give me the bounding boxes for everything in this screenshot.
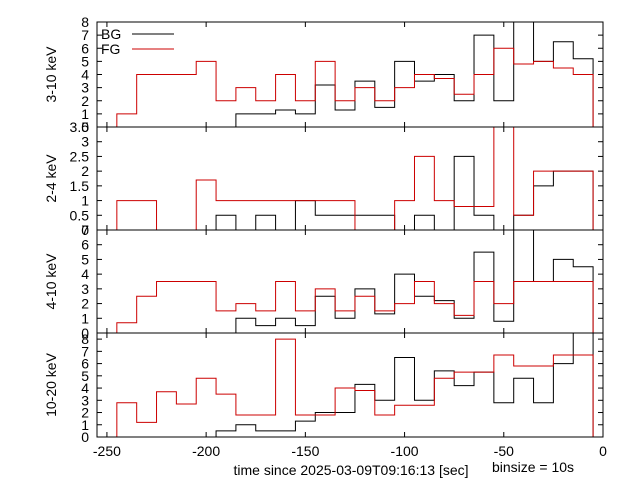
y-axis-label: 4-10 keV <box>43 253 59 310</box>
y-tick-label: 3 <box>81 134 89 150</box>
y-tick-label: 2 <box>81 296 89 312</box>
y-tick-label: 7 <box>81 222 89 238</box>
series-line-bg <box>116 332 594 438</box>
y-tick-label: 6 <box>81 356 89 372</box>
x-tick-label: -50 <box>494 443 514 459</box>
y-axis-label: 3-10 keV <box>43 46 59 103</box>
series-line-fg <box>116 126 594 231</box>
y-tick-label: 6 <box>81 40 89 56</box>
panel-2: 00.511.522.533.52-4 keV <box>43 119 604 238</box>
y-tick-label: 1 <box>81 417 89 433</box>
y-tick-label: 4 <box>81 266 89 282</box>
y-tick-label: 3 <box>81 392 89 408</box>
y-tick-label: 6 <box>81 237 89 253</box>
x-tick-label: 0 <box>599 443 607 459</box>
panel-frame <box>96 332 604 438</box>
y-tick-label: 2 <box>81 93 89 109</box>
y-tick-label: 0.5 <box>70 207 90 223</box>
x-tick-label: -200 <box>192 443 220 459</box>
y-tick-label: 1 <box>81 193 89 209</box>
y-tick-label: 2.5 <box>70 148 90 164</box>
series-line-fg <box>116 281 594 333</box>
x-tick-label: -250 <box>93 443 121 459</box>
series-line-fg <box>116 338 594 437</box>
y-tick-label: 4 <box>81 380 89 396</box>
y-axis-label: 10-20 keV <box>43 352 59 416</box>
y-tick-label: 3 <box>81 281 89 297</box>
panel-frame <box>96 126 604 231</box>
y-tick-label: 0 <box>81 222 89 238</box>
y-tick-label: 8 <box>81 14 89 30</box>
y-tick-label: 5 <box>81 53 89 69</box>
y-tick-label: 7 <box>81 27 89 43</box>
x-axis-label: time since 2025-03-09T09:16:13 [sec] <box>233 462 468 478</box>
y-axis-label: 2-4 keV <box>43 154 59 203</box>
series-line-fg <box>116 47 594 127</box>
x-tick-label: -150 <box>291 443 319 459</box>
y-tick-label: 0 <box>81 325 89 341</box>
y-tick-label: 5 <box>81 368 89 384</box>
y-tick-label: 1.5 <box>70 178 90 194</box>
y-tick-label: 1 <box>81 106 89 122</box>
legend-label: BG <box>101 26 121 42</box>
y-tick-label: 5 <box>81 251 89 267</box>
y-tick-label: 8 <box>81 331 89 347</box>
y-tick-label: 3 <box>81 80 89 96</box>
x-tick-label: -100 <box>391 443 419 459</box>
y-tick-label: 0 <box>81 429 89 445</box>
y-tick-label: 1 <box>81 310 89 326</box>
y-tick-label: 2 <box>81 405 89 421</box>
y-tick-label: 2 <box>81 163 89 179</box>
binsize-annotation: binsize = 10s <box>492 459 574 475</box>
y-tick-label: 0 <box>81 119 89 135</box>
y-tick-label: 4 <box>81 67 89 83</box>
y-tick-label: 7 <box>81 343 89 359</box>
legend-label: FG <box>101 41 120 57</box>
y-tick-label: 3.5 <box>70 119 90 135</box>
